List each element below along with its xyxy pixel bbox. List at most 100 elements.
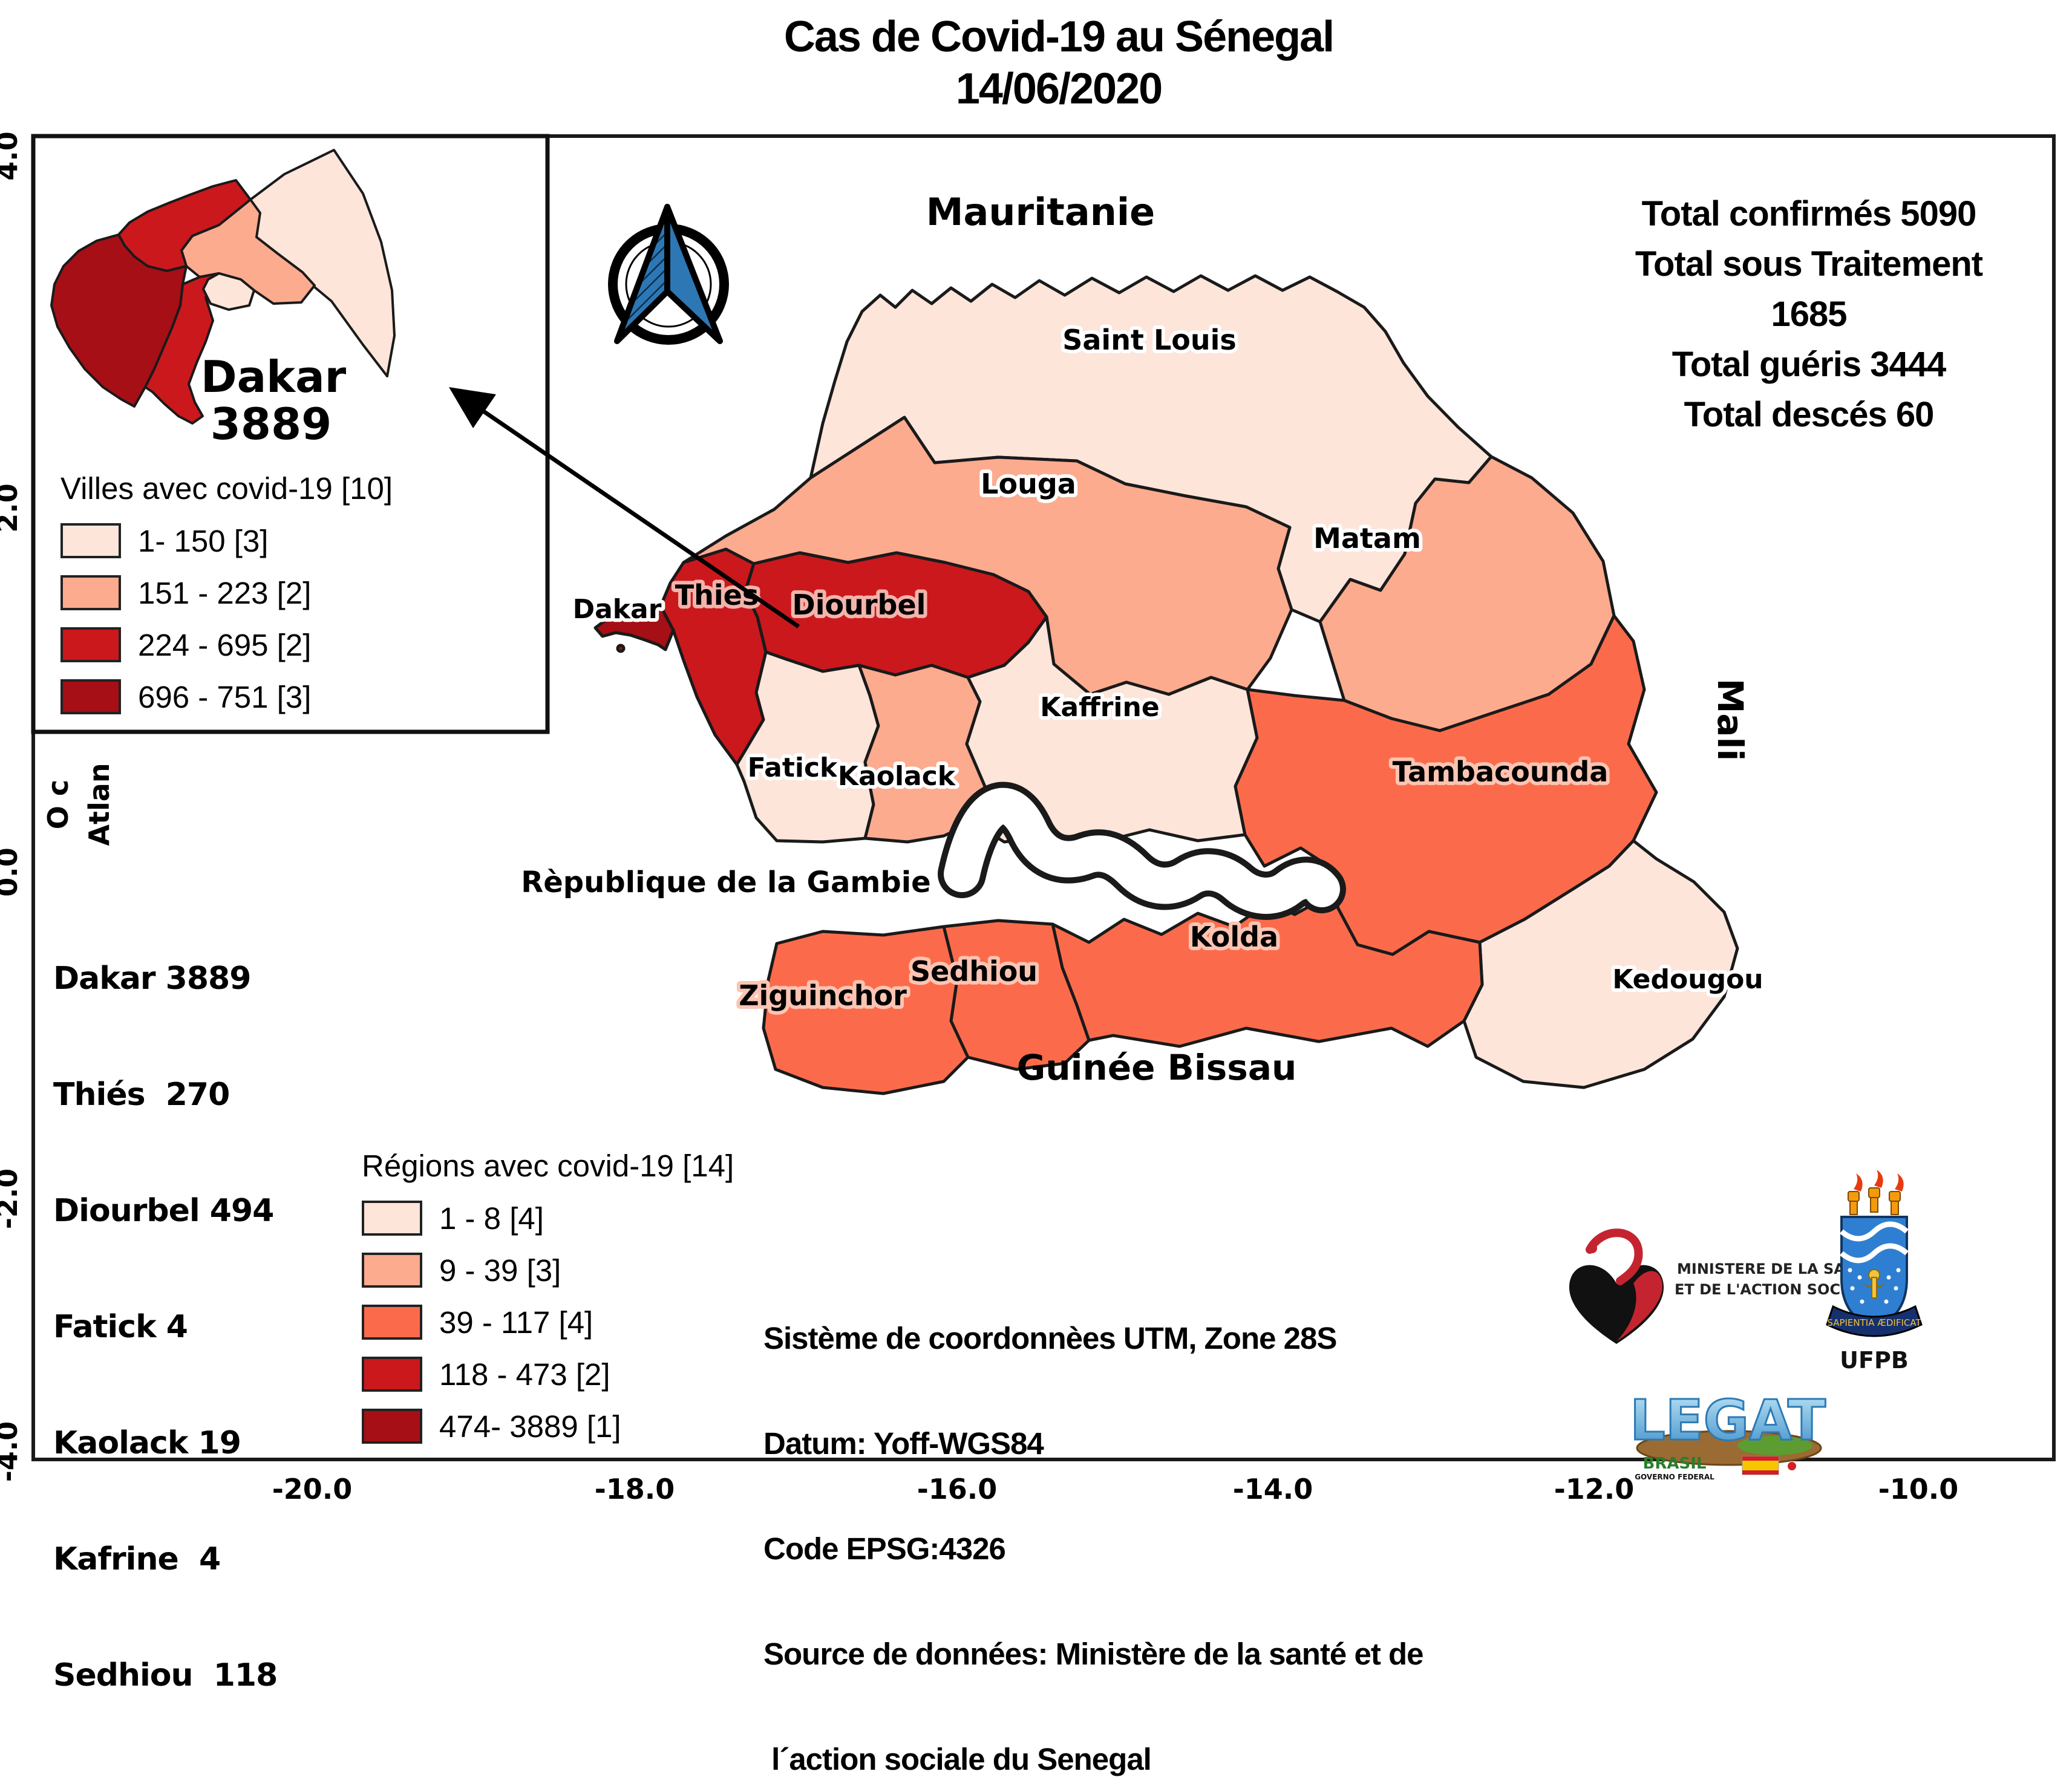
total-recovered: Total guéris 3444 xyxy=(1672,345,1947,384)
x-tick-5: -10.0 xyxy=(1878,1473,1959,1505)
total-deaths: Total descés 60 xyxy=(1684,395,1935,434)
label-saint-louis: Saint Louis xyxy=(1062,324,1237,356)
meta-crs: Sistème de coordonnèes UTM, Zone 28S xyxy=(763,1321,1337,1355)
north-arrow xyxy=(608,204,729,345)
label-kedougou: Kedougou xyxy=(1612,964,1763,995)
x-tick-0: -20.0 xyxy=(272,1473,353,1505)
label-tambacounda: Tambacounda xyxy=(1393,755,1609,788)
total-confirmed: Total confirmés 5090 xyxy=(1641,194,1977,233)
legend-swatch xyxy=(60,679,121,714)
label-dakar-main: Dakar xyxy=(573,594,662,625)
label-ziguinchor: Ziguinchor xyxy=(739,979,907,1012)
legend-swatch xyxy=(362,1409,422,1444)
legend-row: 474- 3889 [1] xyxy=(362,1400,734,1452)
legend-row: 1- 150 [3] xyxy=(60,515,393,567)
total-under-treatment-value: 1685 xyxy=(1771,295,1847,334)
legend-swatch xyxy=(362,1253,422,1288)
legat-logo: LEGAT BRASIL GOVERNO FEDERAL xyxy=(1629,1387,1827,1482)
axis-labels: -20.0 -18.0 -16.0 -14.0 -12.0 -10.0 4.0 … xyxy=(0,131,1958,1505)
legend-swatch xyxy=(60,627,121,662)
legend-label: 39 - 117 [4] xyxy=(439,1305,593,1340)
legend-label: 118 - 473 [2] xyxy=(439,1357,610,1392)
regions-legend: Régions avec covid-19 [14] 1 - 8 [4] 9 -… xyxy=(362,1148,734,1452)
inset-light-pocket xyxy=(202,272,255,311)
list-item: Ziguinchor 75 xyxy=(53,1772,428,1777)
totals-block: Total confirmés 5090 Total sous Traiteme… xyxy=(1500,189,2072,440)
list-item: Sedhiou 118 xyxy=(53,1657,278,1694)
legend-row: 224 - 695 [2] xyxy=(60,619,393,671)
total-under-treatment-label: Total sous Traitement xyxy=(1635,244,1983,284)
region-case-list: Dakar 3889 Thiés 270 Diourbel 494 Fatick… xyxy=(53,882,428,1777)
label-mauritanie: Mauritanie xyxy=(926,190,1155,234)
page-title: Cas de Covid-19 au Sénegal 14/06/2020 xyxy=(544,11,1573,115)
legend-label: 474- 3889 [1] xyxy=(439,1409,621,1444)
y-tick-4: -4.0 xyxy=(0,1421,24,1482)
label-sedhiou: Sedhiou xyxy=(910,955,1038,988)
region-dakar xyxy=(593,604,675,651)
label-matam: Matam xyxy=(1313,522,1421,555)
legend-swatch xyxy=(362,1201,422,1236)
legend-row: 39 - 117 [4] xyxy=(362,1296,734,1348)
label-kolda: Kolda xyxy=(1190,921,1278,953)
y-tick-1: 2.0 xyxy=(0,483,24,533)
region-kedougou xyxy=(1462,839,1739,1089)
villes-legend: Villes avec covid-19 [10] 1- 150 [3] 151… xyxy=(60,471,393,723)
ufpb-banner-text: SAPIENTIA ÆDIFICAT xyxy=(1827,1317,1921,1328)
region-kolda xyxy=(1051,887,1484,1048)
legend-row: 1 - 8 [4] xyxy=(362,1192,734,1244)
gambia-river xyxy=(938,781,1346,920)
legend-swatch xyxy=(362,1305,422,1340)
meta-datum: Datum: Yoff-WGS84 xyxy=(763,1426,1044,1461)
list-item: Diourbel 494 xyxy=(53,1193,274,1229)
legend-label: 224 - 695 [2] xyxy=(138,627,312,662)
x-tick-1: -18.0 xyxy=(595,1473,675,1505)
legat-text: LEGAT xyxy=(1630,1388,1826,1453)
meta-source-2: l´action sociale du Senegal xyxy=(763,1742,1152,1776)
region-ziguinchor xyxy=(762,925,970,1095)
ufpb-torches xyxy=(1848,1170,1904,1215)
map-labels: Mauritanie Mali Rèpublique de la Gambie … xyxy=(42,190,1767,1088)
north-arrow-right xyxy=(664,204,723,344)
list-item: Dakar 3889 xyxy=(53,960,251,997)
legend-label: 9 - 39 [3] xyxy=(439,1253,561,1288)
legend-row: 696 - 751 [3] xyxy=(60,671,393,723)
legend-row: 118 - 473 [2] xyxy=(362,1348,734,1400)
label-mali: Mali xyxy=(1710,679,1751,761)
villes-legend-title: Villes avec covid-19 [10] xyxy=(60,471,393,506)
legend-label: 1- 150 [3] xyxy=(138,523,269,558)
label-thies: Thies xyxy=(675,579,759,611)
region-fatick xyxy=(735,650,880,844)
metadata-block: Sistème de coordonnèes UTM, Zone 28S Dat… xyxy=(763,1251,1520,1777)
legend-row: 151 - 223 [2] xyxy=(60,567,393,619)
label-gambie: Rèpublique de la Gambie xyxy=(521,866,930,899)
list-item: Kafrine 4 xyxy=(53,1541,221,1577)
spain-flag xyxy=(1742,1456,1796,1475)
y-tick-3: -2.0 xyxy=(0,1169,24,1230)
label-guinee-bissau: Guinée Bissau xyxy=(1017,1047,1297,1088)
label-diourbel: Diourbel xyxy=(793,589,926,621)
legend-swatch xyxy=(362,1357,422,1392)
inset-region-name: Dakar xyxy=(201,351,347,402)
y-tick-2: 0.0 xyxy=(0,847,24,897)
inset-region-value: 3889 xyxy=(211,399,332,449)
meta-epsg: Code EPSG:4326 xyxy=(763,1531,1006,1566)
label-ocean-1: O c xyxy=(42,780,74,829)
list-item: Fatick 4 xyxy=(53,1309,188,1345)
ufpb-text: UFPB xyxy=(1840,1347,1909,1374)
inset-salmon-zone xyxy=(180,198,316,305)
title-line-2: 14/06/2020 xyxy=(955,65,1163,113)
regions-legend-title: Régions avec covid-19 [14] xyxy=(362,1149,734,1183)
x-tick-4: -12.0 xyxy=(1554,1473,1635,1505)
legend-label: 696 - 751 [3] xyxy=(138,679,312,714)
label-fatick: Fatick xyxy=(748,752,838,783)
list-item: Kaolack 19 xyxy=(53,1425,241,1461)
label-kaffrine: Kaffrine xyxy=(1040,692,1159,723)
inset-darkred-west xyxy=(50,233,188,408)
meta-source-1: Source de données: Ministère de la santé… xyxy=(763,1637,1424,1671)
label-ocean-2: Atlan xyxy=(83,763,116,846)
legat-brasil-sub: GOVERNO FEDERAL xyxy=(1635,1473,1714,1481)
legend-label: 151 - 223 [2] xyxy=(138,575,312,610)
legend-swatch xyxy=(60,575,121,610)
